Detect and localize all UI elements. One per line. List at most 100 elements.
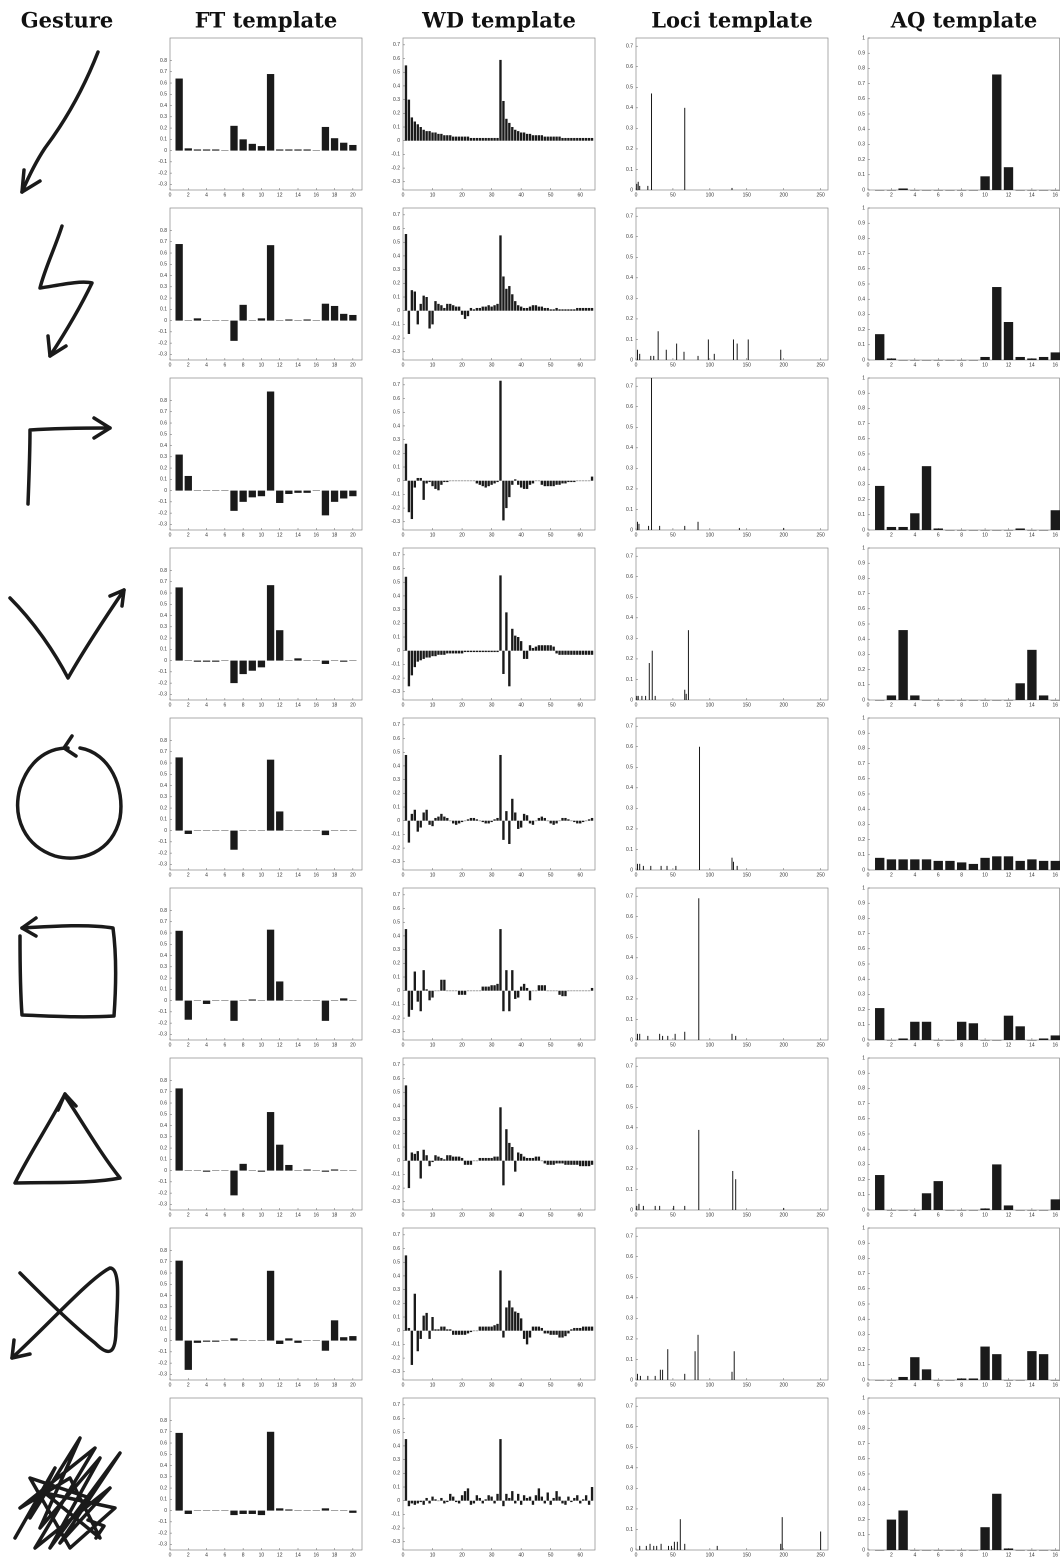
y-tick-label: 0 (630, 1547, 633, 1553)
bar (457, 1156, 461, 1161)
x-tick-label: 2 (187, 872, 190, 878)
y-tick-label: 0.5 (626, 1275, 633, 1281)
bar (555, 1330, 558, 1335)
y-tick-label: 0.9 (858, 1071, 865, 1077)
bar (540, 1327, 544, 1331)
bar (697, 521, 699, 530)
x-tick-label: 50 (670, 1382, 676, 1388)
bar (528, 133, 532, 141)
x-tick-label: 50 (670, 702, 676, 708)
bar (659, 1205, 661, 1210)
bar (910, 1357, 920, 1380)
bar (431, 132, 434, 141)
y-tick-label: 0.7 (858, 931, 865, 937)
y-tick-label: 0.5 (393, 240, 400, 246)
bar (587, 307, 591, 311)
y-tick-label: 0.1 (626, 1357, 633, 1363)
x-tick-label: 0 (169, 192, 172, 198)
bar (519, 986, 523, 991)
y-tick-label: 0.5 (160, 262, 167, 268)
x-tick-label: 12 (277, 872, 283, 878)
bar (452, 650, 455, 654)
bar (587, 1160, 591, 1167)
x-tick-label: 20 (350, 362, 356, 368)
bar (404, 1255, 408, 1331)
bar (496, 650, 499, 653)
y-tick-label: -0.2 (391, 1355, 400, 1361)
bar (549, 1330, 552, 1335)
bar (496, 817, 499, 821)
bar (570, 137, 573, 141)
x-tick-label: 6 (937, 192, 940, 198)
bar (921, 1021, 932, 1040)
bar (531, 1157, 535, 1161)
x-tick-label: 2 (890, 192, 893, 198)
y-tick-label: 1 (862, 715, 865, 721)
y-tick-label: -0.2 (158, 1190, 167, 1196)
plot-frame (402, 717, 596, 871)
bar (303, 1169, 311, 1171)
y-tick-label: -0.3 (391, 1539, 400, 1545)
bar (257, 1510, 266, 1516)
bar (732, 339, 734, 360)
bar (543, 1160, 546, 1164)
x-tick-label: 100 (706, 1042, 715, 1048)
x-tick-label: 12 (1006, 362, 1012, 368)
plot-frame (402, 1057, 596, 1211)
bar (407, 310, 411, 334)
plot-frame (635, 37, 829, 191)
plot-frame (402, 1397, 596, 1551)
bar (431, 1160, 434, 1163)
y-tick-label: 0.1 (393, 1314, 400, 1320)
bar (679, 1519, 681, 1550)
bar (579, 1160, 582, 1167)
chart-panel: 00.10.20.30.40.50.60.70 50 100 150 200 250 (626, 377, 829, 538)
y-tick-label: 0.4 (160, 783, 167, 789)
bar (431, 1496, 434, 1501)
y-tick-label: 0.6 (626, 574, 633, 580)
x-tick-label: 16 (1053, 1042, 1059, 1048)
x-tick-label: 0 (635, 872, 638, 878)
bar (570, 650, 573, 655)
bar (731, 187, 733, 190)
y-tick-label: 0.5 (626, 255, 633, 261)
x-tick-label: 2 (890, 1042, 893, 1048)
y-tick-label: 0 (862, 357, 865, 363)
x-tick-label: 20 (459, 1042, 465, 1048)
bar (425, 1497, 428, 1501)
bar (898, 1038, 908, 1040)
y-tick-label: 0 (862, 1207, 865, 1213)
y-tick-label: -0.2 (391, 335, 400, 341)
y-tick-label: 0.6 (393, 736, 400, 742)
y-tick-label: 0.6 (160, 760, 167, 766)
bar (248, 1510, 256, 1514)
y-tick-label: 0.6 (160, 1270, 167, 1276)
bar (576, 137, 579, 141)
bar (321, 1340, 330, 1351)
bar (416, 1330, 419, 1352)
x-tick-label: 60 (577, 1552, 583, 1558)
y-tick-label: 0.6 (393, 396, 400, 402)
y-tick-label: 0.4 (160, 1293, 167, 1299)
y-tick-label: 0.6 (858, 606, 865, 612)
x-tick-label: 50 (548, 1382, 554, 1388)
y-tick-label: 0.7 (393, 722, 400, 728)
bar (349, 1510, 357, 1513)
x-tick-label: 0 (867, 362, 870, 368)
y-tick-label: 1 (862, 545, 865, 551)
x-tick-label: 10 (259, 1042, 265, 1048)
x-tick-label: 250 (816, 1382, 825, 1388)
bar (561, 1500, 564, 1504)
x-tick-label: 12 (1006, 1382, 1012, 1388)
y-tick-label: 0.6 (626, 1424, 633, 1430)
bar (410, 1152, 414, 1161)
y-tick-label: 0.4 (626, 615, 633, 621)
y-tick-label: 0 (164, 488, 167, 494)
bar (573, 480, 576, 483)
bar (1038, 1354, 1049, 1380)
y-tick-label: 0.6 (858, 266, 865, 272)
bar (484, 480, 487, 488)
x-tick-label: 18 (332, 1552, 338, 1558)
y-tick-label: -0.2 (391, 675, 400, 681)
plot-frame (635, 887, 829, 1041)
